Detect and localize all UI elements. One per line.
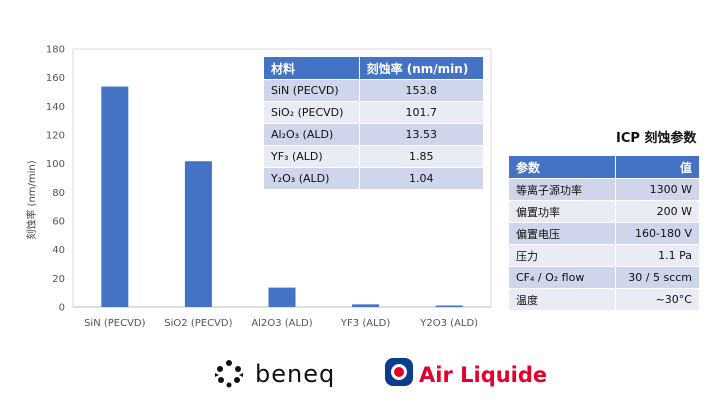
air-liquide-mark-icon: [385, 358, 413, 386]
table-row: CF₄ / O₂ flow 30 / 5 sccm: [507, 266, 700, 289]
bar: [268, 287, 296, 307]
header-param: 参数: [507, 155, 617, 179]
y-tick-label: 40: [52, 245, 65, 256]
param-cell: CF₄ / O₂ flow: [507, 266, 617, 289]
y-tick-label: 140: [46, 102, 65, 113]
y-tick-label: 180: [46, 45, 65, 56]
x-tick-label: Y2O3 (ALD): [419, 318, 478, 329]
header-material: 材料: [263, 56, 360, 80]
value-cell: 1.1 Pa: [615, 244, 700, 267]
value-cell: 1300 W: [615, 178, 700, 201]
y-tick-label: 120: [46, 131, 65, 142]
chart-bars: [101, 86, 463, 307]
param-cell: 等离子源功率: [507, 178, 617, 201]
y-tick-label: 60: [52, 217, 65, 228]
x-tick-label: SiN (PECVD): [84, 318, 146, 329]
table-row: Y₂O₃ (ALD) 1.04: [263, 167, 485, 190]
rate-cell: 153.8: [358, 79, 485, 102]
table-row: Al₂O₃ (ALD) 13.53: [263, 123, 485, 146]
bar: [184, 161, 212, 307]
material-cell: Al₂O₃ (ALD): [263, 123, 360, 146]
value-cell: 160-180 V: [615, 222, 700, 245]
table-row: 等离子源功率 1300 W: [507, 178, 700, 201]
table-row: 偏置功率 200 W: [507, 200, 700, 223]
material-cell: SiO₂ (PECVD): [263, 101, 360, 124]
param-cell: 温度: [507, 288, 617, 311]
header-rate: 刻蚀率 (nm/min): [358, 56, 485, 80]
etch-rate-table: 材料 刻蚀率 (nm/min) SiN (PECVD) 153.8 SiO₂ (…: [263, 56, 485, 190]
air-liquide-wordmark: Air Liquide: [419, 363, 547, 387]
y-tick-label: 100: [46, 159, 65, 170]
rate-cell: 1.04: [358, 167, 485, 190]
value-cell: 30 / 5 sccm: [615, 266, 700, 289]
y-tick-label: 160: [46, 73, 65, 84]
material-cell: Y₂O₃ (ALD): [263, 167, 360, 190]
bar: [101, 86, 129, 307]
material-cell: SiN (PECVD): [263, 79, 360, 102]
bar: [435, 305, 463, 307]
y-tick-label: 80: [52, 188, 65, 199]
param-cell: 偏置功率: [507, 200, 617, 223]
beneq-logo: beneq: [215, 360, 335, 388]
table-row: SiN (PECVD) 153.8: [263, 79, 485, 102]
air-liquide-logo: Air Liquide: [385, 358, 547, 387]
material-cell: YF₃ (ALD): [263, 145, 360, 168]
param-cell: 偏置电压: [507, 222, 617, 245]
table-row: SiO₂ (PECVD) 101.7: [263, 101, 485, 124]
y-axis-label: 刻蚀率 (nm/min): [25, 160, 38, 239]
icp-parameter-table: 参数 值 等离子源功率 1300 W 偏置功率 200 W 偏置电压 160-1…: [507, 155, 700, 311]
x-tick-label: YF3 (ALD): [340, 318, 390, 329]
param-cell: 压力: [507, 244, 617, 267]
etch-table-header: 材料 刻蚀率 (nm/min): [263, 56, 485, 80]
y-tick-label: 20: [52, 274, 65, 285]
beneq-mark-icon: [215, 360, 243, 388]
bar: [352, 304, 380, 307]
value-cell: ~30°C: [615, 288, 700, 311]
y-tick-labels: 0 20 40 60 80 100 120 140 160 180: [46, 45, 65, 314]
y-tick-label: 0: [59, 303, 65, 314]
table-row: YF₃ (ALD) 1.85: [263, 145, 485, 168]
rate-cell: 1.85: [358, 145, 485, 168]
icp-title: ICP 刻蚀参数: [616, 131, 697, 146]
rate-cell: 13.53: [358, 123, 485, 146]
value-cell: 200 W: [615, 200, 700, 223]
icp-table-header: 参数 值: [507, 155, 700, 179]
rate-cell: 101.7: [358, 101, 485, 124]
beneq-wordmark: beneq: [255, 360, 335, 388]
x-tick-labels: SiN (PECVD) SiO2 (PECVD) Al2O3 (ALD) YF3 (A…: [84, 318, 478, 329]
table-row: 压力 1.1 Pa: [507, 244, 700, 267]
x-tick-label: Al2O3 (ALD): [251, 318, 312, 329]
x-tick-label: SiO2 (PECVD): [164, 318, 232, 329]
header-value: 值: [615, 155, 700, 179]
table-row: 偏置电压 160-180 V: [507, 222, 700, 245]
table-row: 温度 ~30°C: [507, 288, 700, 311]
